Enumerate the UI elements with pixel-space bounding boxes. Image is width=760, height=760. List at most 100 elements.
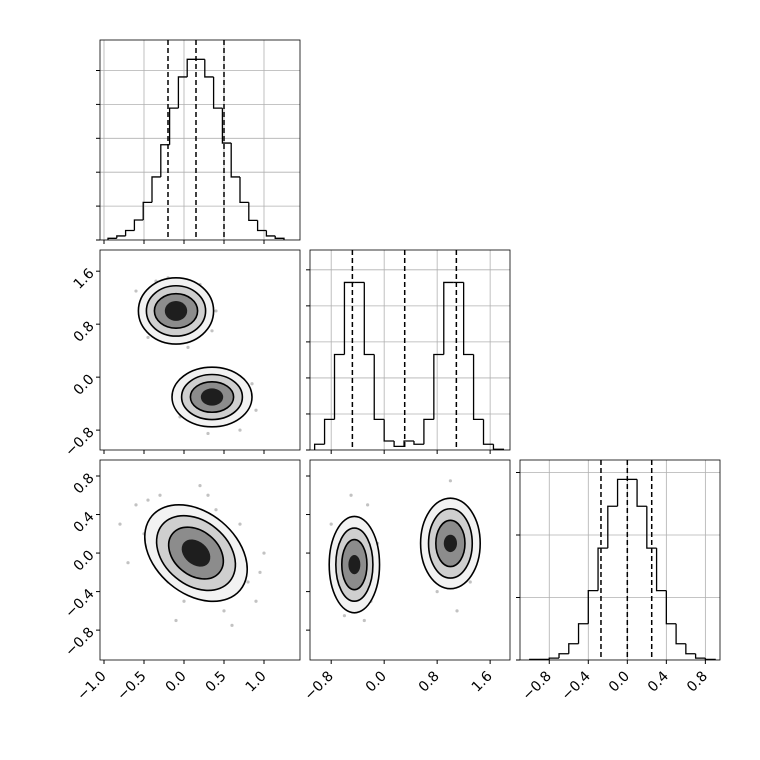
hist-step [492,444,505,450]
hist-step [124,229,135,236]
hist-step [636,479,647,507]
hist-step [548,657,560,660]
hist-step [313,443,325,450]
hist-step [403,440,414,447]
sample-point [262,551,266,555]
hist-step [265,230,276,237]
hist-step [230,143,240,178]
x-tick-label: 1.6 [469,668,496,695]
hist-step [274,235,285,240]
sample-point [250,382,254,386]
y-tick-label: 0.4 [71,509,98,536]
hist-step [675,623,686,645]
hist-step [597,547,608,591]
panel [100,40,300,240]
hist-step [587,589,599,624]
x-tick-label: −0.8 [301,668,336,703]
panel-frame [519,459,721,661]
y-tick-label: −0.4 [62,586,97,621]
y-tick-label: 0.8 [71,319,98,346]
sample-point [366,503,370,507]
hist-step [256,220,267,232]
panel [118,484,266,627]
sample-point [146,335,150,340]
panel-frame [309,249,511,451]
y-tick-label: 1.6 [71,265,98,292]
hist-step [383,419,395,442]
hist-step [472,354,484,421]
sample-point [174,618,178,623]
hist-step [413,440,424,445]
sample-point [230,623,234,627]
hist-step [665,590,677,625]
x-tick-label: 0.8 [684,668,711,695]
x-tick-label: 0.5 [203,668,230,695]
hist-step [343,281,355,355]
hist-step [616,478,628,507]
x-tick-label: 0.0 [363,668,390,695]
sample-point [254,408,258,412]
hist-step [248,202,258,221]
sample-point [210,329,214,333]
x-tick-label: 0.4 [645,668,672,695]
hist-step [393,440,405,448]
x-tick-label: −0.8 [520,668,555,703]
sample-point [468,580,472,584]
hist-step [160,144,170,177]
panel [520,460,720,660]
hist-step [655,548,667,592]
x-tick-label: −1.0 [74,668,109,703]
sample-point [342,614,347,618]
sample-point [182,599,186,603]
hist-step [443,281,454,355]
sample-point [238,522,242,526]
hist-step [373,354,385,421]
sample-point [126,561,130,565]
hist-step [204,59,214,78]
sample-point [146,498,150,502]
sample-point [198,484,202,488]
hist-step [107,237,117,240]
sample-point [448,479,452,483]
hist-step [186,58,196,77]
hist-step [423,418,434,445]
hist-step [363,282,375,356]
y-tick-label: 0.0 [71,371,98,398]
sample-point [206,431,210,436]
hist-step [607,505,618,549]
y-tick-label: 0.8 [71,470,98,497]
sample-point [254,599,258,603]
hist-step [221,108,232,144]
panel-frame [99,459,301,661]
x-tick-label: 0.8 [416,668,443,695]
sample-point [246,580,250,584]
hist-step [151,176,161,203]
sample-point [214,309,218,313]
sample-point [238,428,242,432]
sample-point [134,503,138,507]
sample-point [186,345,190,349]
panel-frame [99,249,301,451]
hist-step [646,506,657,549]
sample-point [362,618,366,623]
panel [328,479,481,623]
hist-step [177,76,188,109]
hist-step [133,219,144,231]
sample-point [455,609,459,613]
hist-step [558,653,569,659]
sample-point [435,589,439,594]
contour [348,554,361,575]
contour [181,539,211,567]
contour [443,534,458,553]
sample-point [329,522,333,526]
y-tick-label: 0.0 [71,547,98,574]
contour [200,388,224,406]
x-tick-label: 0.0 [163,668,190,695]
sample-point [158,493,162,497]
x-tick-label: −0.4 [559,668,594,703]
hist-step [212,76,223,109]
hist-step [694,653,706,659]
hist-step [333,353,345,420]
hist-step [568,643,579,654]
